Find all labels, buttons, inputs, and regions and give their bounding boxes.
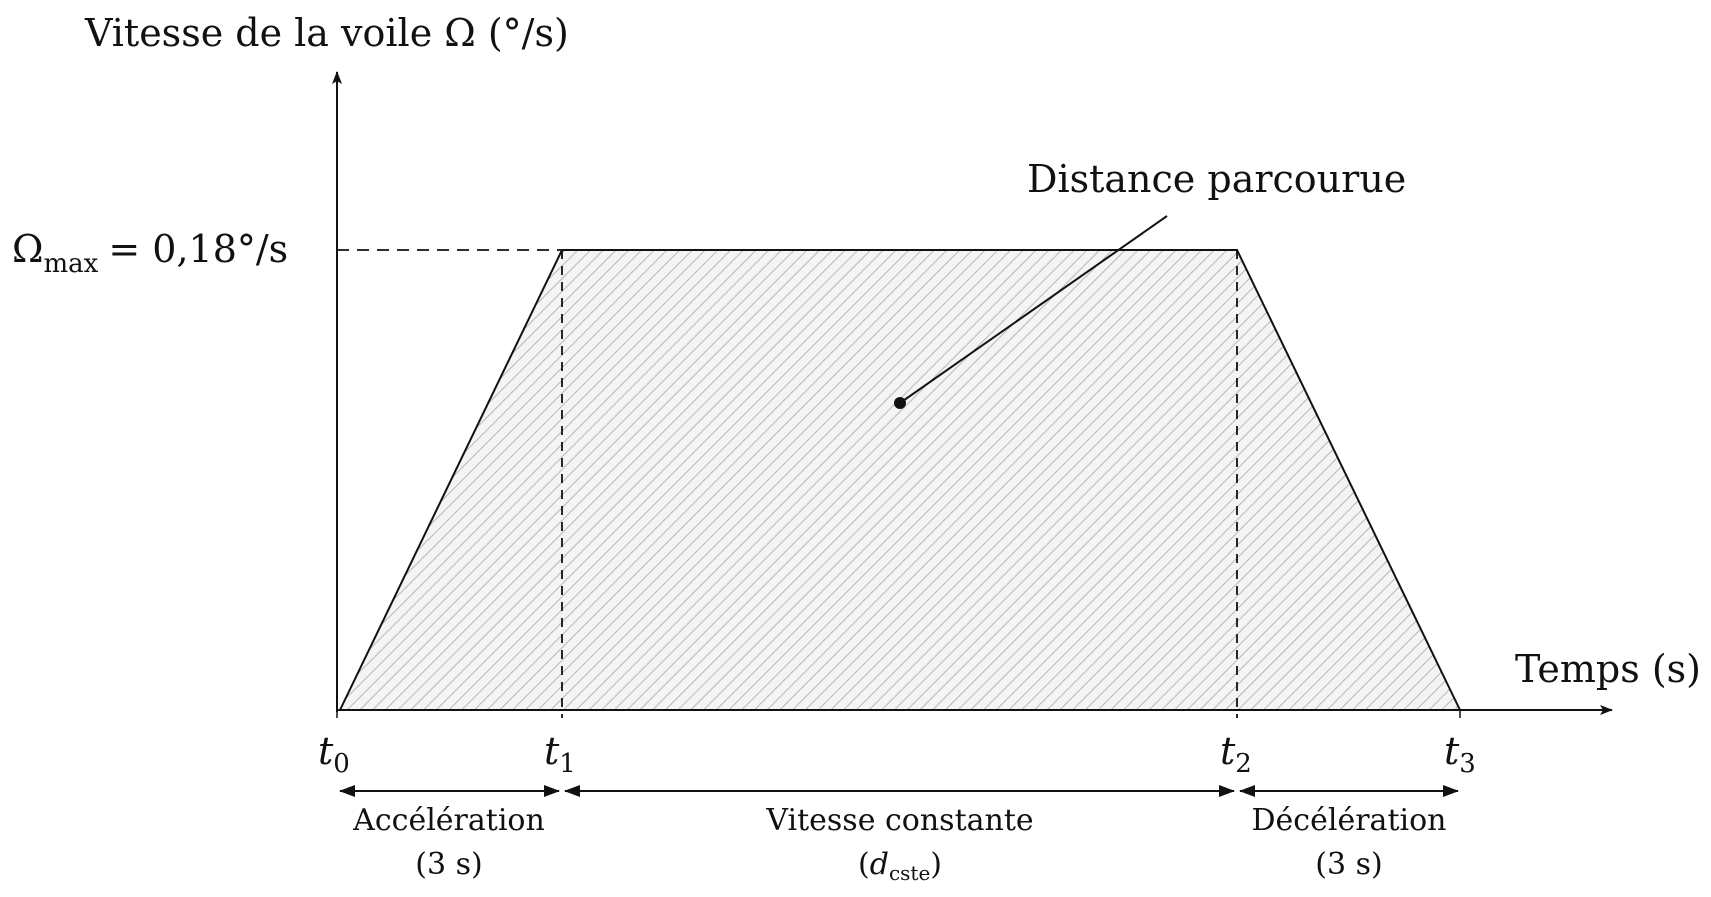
phase-acceleration-duration: (3 s) — [415, 847, 482, 882]
phase-constant-label: Vitesse constante — [765, 803, 1033, 838]
omega-symbol: Ω — [12, 227, 44, 271]
phase-acceleration-label: Accélération — [352, 803, 545, 838]
time-mark-t0: t0 — [318, 729, 350, 779]
phase-constant-duration: (dcste) — [858, 847, 942, 885]
annotation-leader — [899, 215, 1168, 404]
time-mark-t2: t2 — [1220, 729, 1252, 779]
time-mark-t1: t1 — [544, 729, 576, 779]
x-axis-label: Temps (s) — [1515, 647, 1701, 691]
phase-deceleration-label: Décélération — [1252, 803, 1447, 838]
velocity-curve — [339, 249, 1461, 711]
time-mark-t3: t3 — [1444, 729, 1476, 779]
y-axis-label: Vitesse de la voile Ω (°/s) — [84, 11, 569, 55]
svg-text:Ωmax= 0,18°/s: Ωmax = 0,18°/s — [12, 227, 288, 279]
annotation-text: Distance parcourue — [1027, 157, 1406, 201]
phase-deceleration-duration: (3 s) — [1315, 847, 1382, 882]
omega-max-label: Ωmax = 0,18°/s — [12, 227, 288, 279]
annotation-dot — [894, 397, 906, 409]
omega-subscript: max — [44, 249, 99, 279]
omega-value: = 0,18°/s — [108, 227, 288, 271]
distance-area — [340, 250, 1460, 710]
